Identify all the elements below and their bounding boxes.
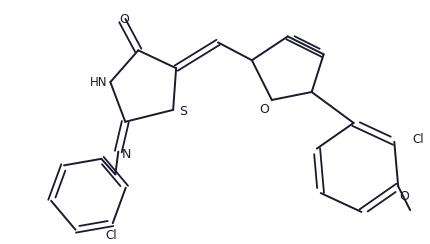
Text: O: O: [119, 13, 129, 26]
Text: Cl: Cl: [411, 133, 423, 146]
Text: O: O: [398, 190, 408, 203]
Text: S: S: [179, 105, 187, 118]
Text: O: O: [258, 103, 268, 116]
Text: Cl: Cl: [105, 229, 116, 242]
Text: N: N: [121, 148, 131, 161]
Text: HN: HN: [89, 76, 107, 89]
